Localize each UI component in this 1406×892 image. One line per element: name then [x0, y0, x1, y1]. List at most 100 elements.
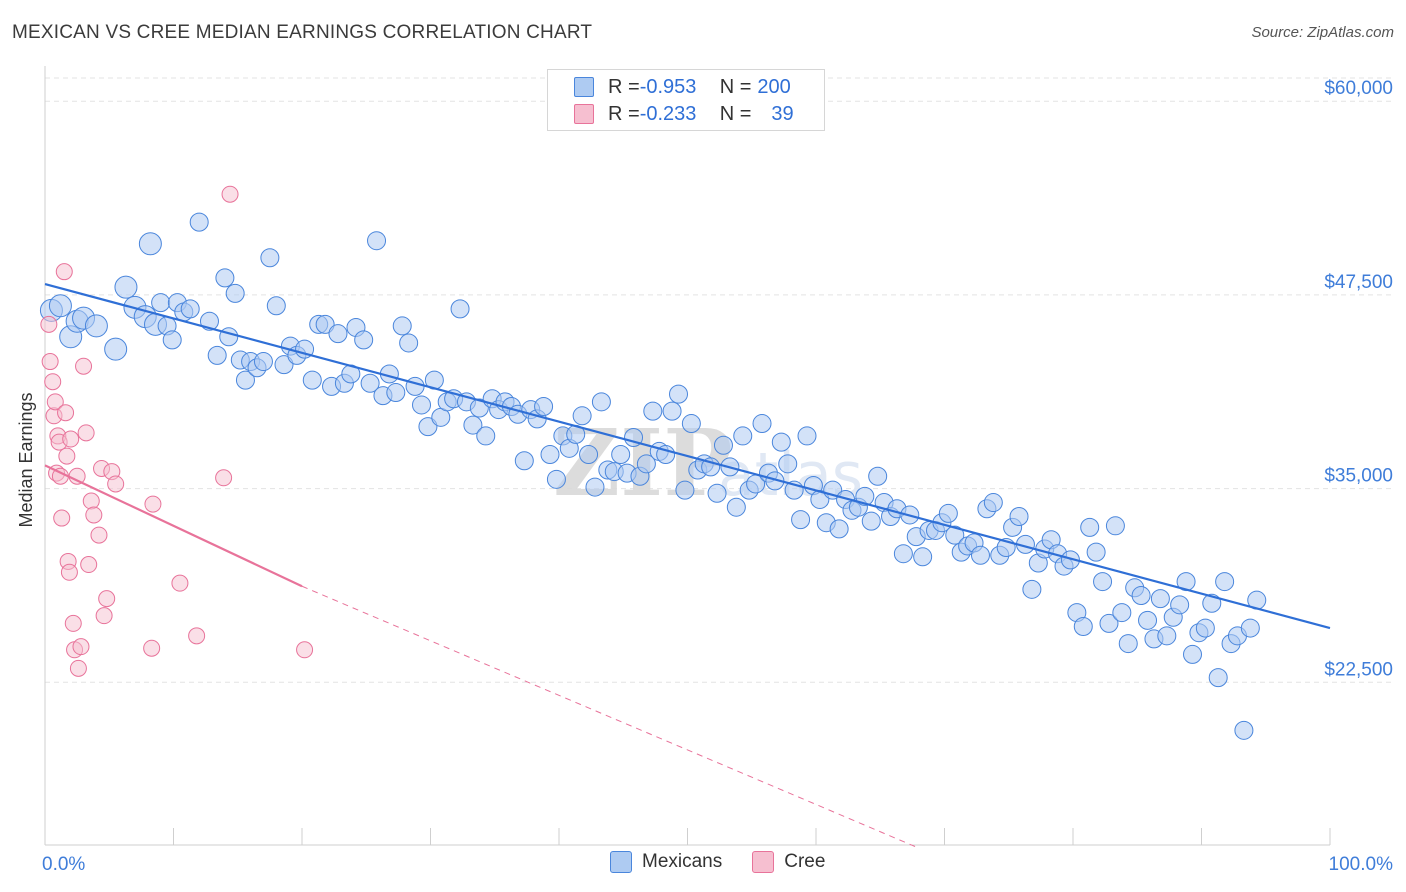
mexicans-point: [572, 406, 592, 426]
mexicans-point: [540, 445, 560, 465]
legend-label-mexicans: Mexicans: [642, 851, 723, 872]
mexicans-point: [328, 324, 348, 344]
mexicans-point: [1112, 603, 1132, 623]
cree-trend-line: [44, 464, 303, 588]
mexicans-point: [681, 414, 701, 434]
mexicans-point: [713, 435, 733, 455]
mexicans-point: [1099, 613, 1119, 633]
cree-point: [221, 185, 239, 203]
legend-item-mexicans[interactable]: Mexicans: [610, 851, 722, 873]
mexicans-point: [84, 314, 108, 338]
series-legend: Mexicans Cree: [610, 851, 855, 873]
mexicans-point: [662, 401, 682, 421]
cree-point: [58, 447, 76, 465]
mexicans-point: [151, 293, 171, 313]
cree-point: [171, 574, 189, 592]
cree-point: [144, 495, 162, 513]
mexicans-point: [797, 426, 817, 446]
mexicans-point: [546, 469, 566, 489]
mexicans-point: [138, 232, 162, 256]
mexicans-point: [253, 352, 273, 372]
mexicans-point: [1086, 542, 1106, 562]
mexicans-point: [855, 486, 875, 506]
mexicans-point: [1234, 720, 1254, 740]
mexicans-point: [983, 493, 1003, 513]
legend-n-label: N =: [719, 75, 752, 98]
cree-point: [98, 590, 116, 608]
mexicans-point: [418, 417, 438, 437]
mexicans-trend-line: [44, 283, 1331, 630]
x-tick-labels: 0.0% 100.0%: [42, 854, 1393, 875]
mexicans-point: [48, 294, 72, 318]
mexicans-point: [1093, 572, 1113, 592]
mexicans-point: [189, 212, 209, 232]
mexicans-point: [354, 330, 374, 350]
mexicans-point: [733, 426, 753, 446]
mexicans-point: [1009, 507, 1029, 527]
mexicans-point: [579, 445, 599, 465]
mexicans-point: [791, 510, 811, 530]
mexicans-point: [180, 299, 200, 319]
mexicans-swatch: [574, 77, 594, 97]
mexicans-point: [405, 376, 425, 396]
mexicans-point: [260, 248, 280, 268]
mexicans-point: [636, 454, 656, 474]
mexicans-point: [274, 355, 294, 375]
legend-item-cree[interactable]: Cree: [752, 851, 825, 873]
cree-swatch: [752, 851, 775, 873]
cree-point: [41, 353, 59, 371]
cree-point: [80, 556, 98, 574]
trend-lines: [44, 283, 1331, 849]
mexicans-point: [585, 477, 605, 497]
mexicans-point: [938, 503, 958, 523]
mexicans-point: [1208, 668, 1228, 688]
mexicans-point: [302, 370, 322, 390]
mexicans-point: [669, 384, 689, 404]
cree-point: [68, 467, 86, 485]
cree-point: [85, 506, 103, 524]
mexicans-point: [399, 333, 419, 353]
cree-point: [55, 263, 73, 281]
mexicans-point: [1183, 644, 1203, 664]
mexicans-point: [514, 451, 534, 471]
mexicans-point: [1215, 572, 1235, 592]
mexicans-point: [1170, 595, 1190, 615]
cree-point: [46, 393, 64, 411]
mexicans-point: [1080, 517, 1100, 537]
y-tick-label: $35,000: [1324, 466, 1393, 487]
cree-point: [188, 627, 206, 645]
mexicans-point: [476, 426, 496, 446]
mexicans-point: [752, 414, 772, 434]
legend-row-mexicans: R = -0.953 N = 200: [574, 75, 791, 99]
mexicans-point: [913, 547, 933, 567]
legend-r-value: -0.233: [639, 102, 697, 125]
mexicans-point: [868, 466, 888, 486]
cree-point: [44, 373, 62, 391]
correlation-legend: R = -0.953 N = 200 R = -0.233 N = 39: [547, 69, 825, 131]
mexicans-point: [412, 395, 432, 415]
mexicans-point: [114, 275, 138, 299]
y-tick-labels: $22,500 $35,000 $47,500 $60,000: [1324, 78, 1393, 680]
mexicans-point: [1202, 593, 1222, 613]
mexicans-point: [771, 432, 791, 452]
axes: [44, 66, 1331, 846]
mexicans-point: [1150, 589, 1170, 609]
cree-points: [40, 185, 314, 677]
mexicans-point: [1131, 586, 1151, 606]
legend-n-value: 39: [771, 102, 794, 125]
mexicans-point: [469, 398, 489, 418]
mexicans-point: [1138, 610, 1158, 630]
cree-point: [143, 639, 161, 657]
mexicans-point: [1105, 516, 1125, 536]
cree-point: [62, 430, 80, 448]
mexicans-point: [893, 544, 913, 564]
mexicans-point: [778, 454, 798, 474]
cree-point: [107, 475, 125, 493]
legend-n-label: N =: [719, 102, 752, 125]
mexicans-point: [970, 545, 990, 565]
mexicans-point: [463, 415, 483, 435]
mexicans-point: [386, 383, 406, 403]
mexicans-point: [392, 316, 412, 336]
legend-label-cree: Cree: [784, 851, 826, 872]
mexicans-point: [591, 392, 611, 412]
